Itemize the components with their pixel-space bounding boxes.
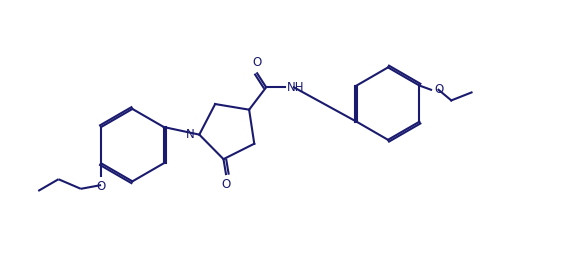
- Text: O: O: [97, 180, 106, 193]
- Text: N: N: [186, 128, 195, 141]
- Text: NH: NH: [287, 81, 305, 94]
- Text: O: O: [222, 178, 231, 191]
- Text: O: O: [252, 56, 261, 69]
- Text: O: O: [434, 83, 444, 96]
